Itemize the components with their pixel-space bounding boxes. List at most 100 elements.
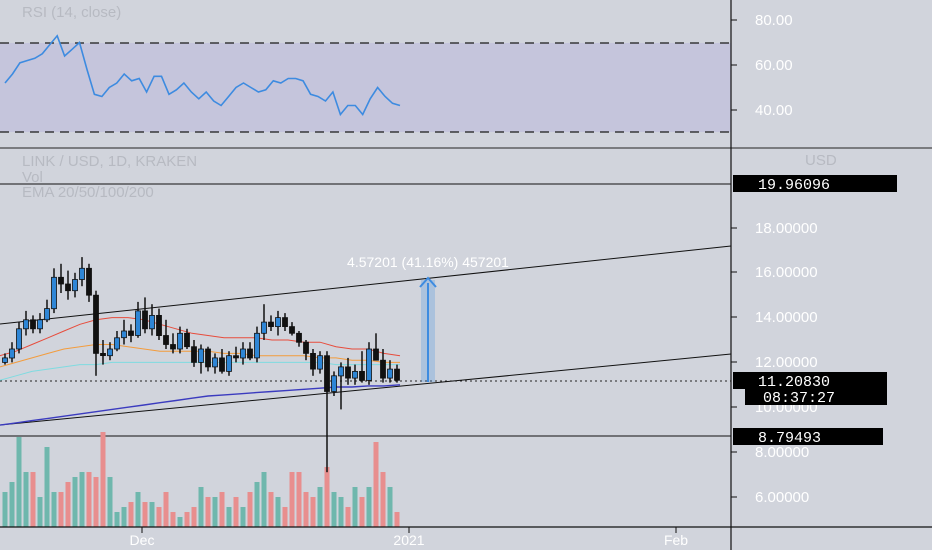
volume-bar bbox=[317, 487, 323, 527]
candle-body bbox=[156, 314, 162, 336]
candle bbox=[205, 346, 211, 372]
volume-bar bbox=[184, 512, 190, 527]
ema-legend: EMA 20/50/100/200 bbox=[22, 184, 154, 201]
candle-body bbox=[205, 348, 211, 368]
volume-bar bbox=[310, 497, 316, 527]
volume-bar bbox=[72, 477, 78, 527]
volume-bar bbox=[121, 507, 127, 527]
channel-upper-line bbox=[0, 245, 732, 325]
candle bbox=[16, 322, 22, 354]
candle bbox=[233, 346, 239, 363]
volume-bar bbox=[9, 482, 15, 527]
date-axis[interactable]: Dec 2021 Feb bbox=[130, 527, 689, 548]
rsi-legend: RSI (14, close) bbox=[22, 4, 121, 21]
rsi-tick-40: 40.00 bbox=[755, 102, 793, 119]
volume-bar bbox=[149, 502, 155, 527]
candle-body bbox=[135, 310, 141, 336]
measure-tool[interactable]: 4.57201 (41.16%) 457201 bbox=[347, 254, 509, 382]
candle bbox=[303, 340, 309, 361]
candle bbox=[30, 315, 36, 334]
volume-bar bbox=[275, 497, 281, 527]
candle bbox=[9, 342, 15, 363]
candle bbox=[282, 313, 288, 331]
rsi-band-fill bbox=[0, 43, 731, 132]
currency-label: USD bbox=[805, 152, 837, 169]
volume-bar bbox=[212, 497, 218, 527]
candle-body bbox=[338, 366, 344, 377]
volume-bar bbox=[100, 432, 106, 527]
volume-bar bbox=[128, 502, 134, 527]
candle-body bbox=[352, 370, 358, 379]
candle bbox=[373, 333, 379, 361]
date-label-feb: Feb bbox=[664, 532, 688, 548]
candle-body bbox=[65, 283, 71, 292]
candle-body bbox=[107, 348, 113, 357]
rsi-line bbox=[4, 34, 401, 117]
volume-bar bbox=[338, 497, 344, 527]
candle-body bbox=[275, 317, 281, 328]
candle-body bbox=[51, 276, 57, 310]
measure-arrow-head bbox=[419, 276, 437, 288]
candle bbox=[2, 353, 8, 365]
candle bbox=[226, 351, 232, 376]
candle-body bbox=[310, 352, 316, 370]
rsi-tick-80: 80.00 bbox=[755, 12, 793, 29]
candle-body bbox=[359, 370, 365, 381]
candle bbox=[51, 268, 57, 314]
volume-bar bbox=[170, 512, 176, 527]
volume-bar bbox=[65, 482, 71, 527]
price-axis[interactable]: USD 18.00000 16.00000 14.00000 12.00000 … bbox=[731, 152, 897, 506]
candle bbox=[345, 357, 351, 385]
volume-legend: Vol bbox=[22, 169, 43, 186]
volume-bar bbox=[163, 492, 169, 527]
candle bbox=[317, 351, 323, 374]
candle bbox=[191, 340, 197, 367]
price-panel[interactable]: LINK / USD, 1D, KRAKEN Vol EMA 20/50/100… bbox=[0, 153, 732, 527]
candle-body bbox=[324, 355, 330, 392]
volume-bar bbox=[191, 507, 197, 527]
candle bbox=[310, 349, 316, 376]
volume-bars bbox=[2, 432, 400, 527]
candle-body bbox=[163, 335, 169, 345]
volume-bar bbox=[268, 492, 274, 527]
candle bbox=[170, 333, 176, 354]
candle-body bbox=[303, 341, 309, 354]
measure-label: 4.57201 (41.16%) 457201 bbox=[347, 254, 509, 270]
candle-body bbox=[268, 321, 274, 328]
candle bbox=[58, 263, 64, 293]
candle-body bbox=[128, 330, 134, 336]
candle-body bbox=[226, 355, 232, 372]
volume-bar bbox=[37, 497, 43, 527]
volume-bar bbox=[254, 482, 260, 527]
candle-body bbox=[44, 308, 50, 321]
last-price-tag: 11.20830 bbox=[733, 372, 887, 391]
rsi-panel[interactable]: RSI (14, close) bbox=[0, 4, 731, 133]
candle bbox=[352, 364, 358, 385]
volume-bar bbox=[51, 492, 57, 527]
candle-body bbox=[282, 317, 288, 328]
candlesticks bbox=[2, 257, 400, 473]
candle bbox=[65, 270, 71, 300]
volume-bar bbox=[156, 507, 162, 527]
volume-bar bbox=[107, 477, 113, 527]
volume-bar bbox=[394, 512, 400, 527]
volume-bar bbox=[114, 512, 120, 527]
candle-body bbox=[58, 276, 64, 285]
candle-body bbox=[93, 294, 99, 354]
volume-bar bbox=[247, 492, 253, 527]
volume-bar bbox=[30, 472, 36, 527]
candle-body bbox=[387, 368, 393, 379]
volume-bar bbox=[324, 467, 330, 527]
candle bbox=[254, 326, 260, 363]
rsi-price-axis[interactable]: 80.00 60.00 40.00 bbox=[731, 12, 793, 119]
candle-body bbox=[170, 344, 176, 350]
upper-level-tag: 19.96096 bbox=[733, 175, 897, 194]
lower-level-tag: 8.79493 bbox=[733, 428, 883, 447]
candle bbox=[261, 304, 267, 340]
countdown-value: 08:37:27 bbox=[763, 390, 835, 407]
candle-body bbox=[72, 279, 78, 292]
price-tick-12: 12.00000 bbox=[755, 354, 818, 371]
candle bbox=[184, 328, 190, 349]
candle bbox=[44, 299, 50, 323]
